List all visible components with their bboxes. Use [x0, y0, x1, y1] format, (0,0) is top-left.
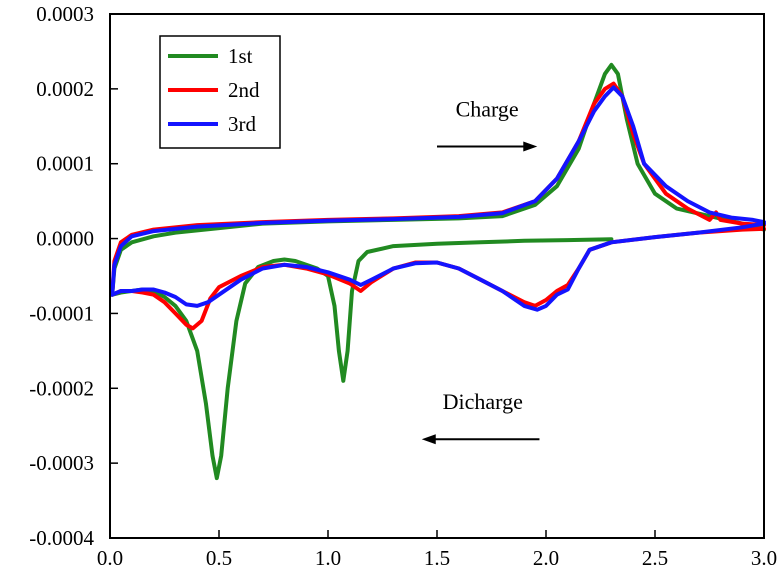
series-line-3rd [110, 85, 766, 312]
y-tick-label: -0.0001 [29, 301, 94, 325]
series-line-1st [110, 62, 766, 481]
annotation-arrow-head [523, 141, 538, 152]
annotations: Charge Dicharge [421, 97, 540, 445]
x-tick-label: 0.0 [97, 546, 123, 570]
y-tick-label: 0.0000 [36, 227, 94, 251]
legend-label: 3rd [228, 112, 256, 136]
y-tick-label: 0.0001 [36, 152, 94, 176]
legend: 1st 2nd 3rd [159, 35, 281, 149]
x-tick-label: 0.5 [206, 546, 232, 570]
legend-label: 1st [228, 44, 253, 68]
legend-label: 2nd [228, 78, 260, 102]
annotation-text: Charge [456, 97, 519, 122]
plot-area [110, 62, 766, 481]
x-tick-label: 1.5 [424, 546, 450, 570]
x-tick-label: 3.0 [751, 546, 777, 570]
y-tick-label: -0.0003 [29, 451, 94, 475]
x-tick-label: 2.5 [642, 546, 668, 570]
y-axis: 0.0003 0.0002 0.0001 0.0000 -0.0001 -0.0002 -0… [29, 2, 118, 550]
y-tick-label: -0.0004 [29, 526, 94, 550]
annotation-arrow-head [421, 434, 436, 445]
x-axis: 0.0 0.5 1.0 1.5 2.0 2.5 3.0 [97, 530, 777, 570]
x-tick-label: 2.0 [533, 546, 559, 570]
annotation-text: Dicharge [443, 389, 523, 414]
y-tick-label: 0.0003 [36, 2, 94, 26]
y-tick-label: 0.0002 [36, 77, 94, 101]
x-tick-label: 1.0 [315, 546, 341, 570]
y-tick-label: -0.0002 [29, 376, 94, 400]
